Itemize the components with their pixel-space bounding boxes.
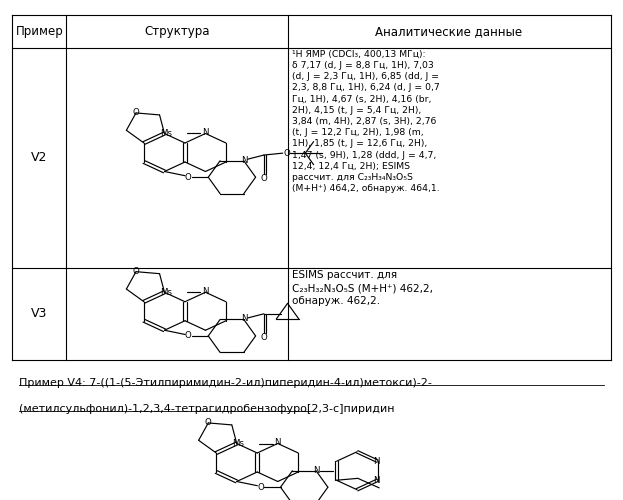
Text: Ms: Ms bbox=[160, 129, 172, 138]
Text: N: N bbox=[275, 438, 281, 447]
Text: Ms: Ms bbox=[160, 288, 172, 296]
Text: N: N bbox=[373, 456, 379, 466]
Text: N: N bbox=[202, 128, 209, 137]
Text: N: N bbox=[313, 466, 320, 474]
Text: (метилсульфонил)-1,2,3,4-тетрагидробензофуро[2,3-c]пиридин: (метилсульфонил)-1,2,3,4-тетрагидробензо… bbox=[19, 404, 394, 413]
Text: ¹H ЯМР (CDCl₃, 400,13 МГц):
δ 7,17 (d, J = 8,8 Гц, 1H), 7,03
(d, J = 2,3 Гц, 1H): ¹H ЯМР (CDCl₃, 400,13 МГц): δ 7,17 (d, J… bbox=[292, 50, 440, 194]
Text: N: N bbox=[241, 314, 248, 324]
Text: Структура: Структура bbox=[144, 24, 210, 38]
Text: V3: V3 bbox=[31, 307, 47, 320]
Text: O: O bbox=[260, 333, 267, 342]
Text: Пример V4: 7-((1-(5-Этилпиримидин-2-ил)пиперидин-4-ил)метокси)-2-: Пример V4: 7-((1-(5-Этилпиримидин-2-ил)п… bbox=[19, 378, 432, 388]
Text: O: O bbox=[257, 482, 264, 492]
Text: O: O bbox=[133, 108, 140, 118]
Text: O: O bbox=[133, 267, 140, 276]
Text: N: N bbox=[202, 286, 209, 296]
Text: Пример: Пример bbox=[16, 24, 64, 38]
Text: N: N bbox=[241, 156, 248, 164]
Text: V2: V2 bbox=[31, 151, 47, 164]
Text: Ms: Ms bbox=[232, 439, 244, 448]
Text: O: O bbox=[205, 418, 212, 428]
Text: O: O bbox=[260, 174, 267, 184]
Text: O: O bbox=[283, 148, 290, 158]
Text: O: O bbox=[185, 332, 191, 340]
Text: O: O bbox=[185, 172, 191, 182]
Text: Аналитические данные: Аналитические данные bbox=[376, 24, 523, 38]
Text: ESIMS рассчит. для
C₂₃H₃₂N₃O₅S (M+H⁺) 462,2,
обнаруж. 462,2.: ESIMS рассчит. для C₂₃H₃₂N₃O₅S (M+H⁺) 46… bbox=[292, 270, 433, 306]
Text: N: N bbox=[373, 476, 379, 484]
